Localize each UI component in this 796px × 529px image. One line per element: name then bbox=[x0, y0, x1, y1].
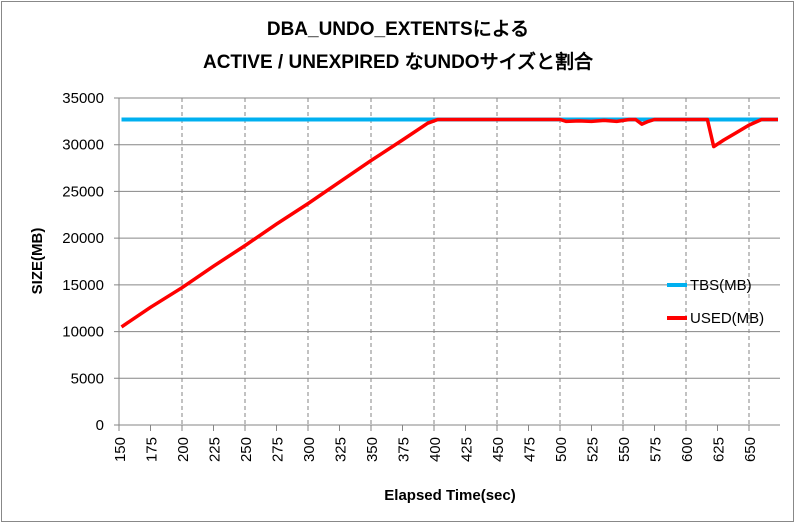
series-line-used bbox=[120, 117, 778, 329]
x-tick-label: 450 bbox=[490, 437, 507, 462]
y-tick-label: 20000 bbox=[62, 230, 104, 247]
x-tick-label: 575 bbox=[648, 437, 665, 462]
x-tick-label: 525 bbox=[585, 437, 602, 462]
y-tick-label: 30000 bbox=[62, 137, 104, 154]
y-tick-label: 10000 bbox=[62, 324, 104, 341]
legend-label-tbs: TBS(MB) bbox=[690, 277, 752, 294]
y-axis-label: SIZE(MB) bbox=[29, 228, 46, 295]
x-tick-label: 325 bbox=[333, 437, 350, 462]
x-tick-label: 150 bbox=[112, 437, 129, 462]
x-tick-label: 375 bbox=[396, 437, 413, 462]
x-tick-label: 625 bbox=[711, 437, 728, 462]
x-tick-label: 600 bbox=[679, 437, 696, 462]
x-tick-label: 275 bbox=[270, 437, 287, 462]
x-tick-label: 200 bbox=[175, 437, 192, 462]
y-tick-label: 5000 bbox=[71, 370, 104, 387]
x-tick-label: 425 bbox=[459, 437, 476, 462]
chart-title-line-2: ACTIVE / UNEXPIRED なUNDOサイズと割合 bbox=[203, 50, 594, 73]
x-axis-label: Elapsed Time(sec) bbox=[384, 487, 515, 504]
legend-label-used: USED(MB) bbox=[690, 310, 764, 327]
y-tick-label: 15000 bbox=[62, 277, 104, 294]
y-tick-label: 25000 bbox=[62, 183, 104, 200]
x-tick-label: 225 bbox=[207, 437, 224, 462]
x-tick-label: 650 bbox=[742, 437, 759, 462]
chart-title-line-1: DBA_UNDO_EXTENTSによる bbox=[267, 19, 529, 40]
x-tick-label: 475 bbox=[522, 437, 539, 462]
x-tick-label: 350 bbox=[364, 437, 381, 462]
x-tick-label: 550 bbox=[616, 437, 633, 462]
x-tick-label: 175 bbox=[144, 437, 161, 462]
x-tick-label: 400 bbox=[427, 437, 444, 462]
legend: TBS(MB) USED(MB) bbox=[667, 277, 764, 327]
x-tick-label: 250 bbox=[238, 437, 255, 462]
x-tick-label: 300 bbox=[301, 437, 318, 462]
y-tick-label: 35000 bbox=[62, 90, 104, 107]
x-tick-label: 500 bbox=[553, 437, 570, 462]
y-tick-label: 0 bbox=[96, 417, 104, 434]
